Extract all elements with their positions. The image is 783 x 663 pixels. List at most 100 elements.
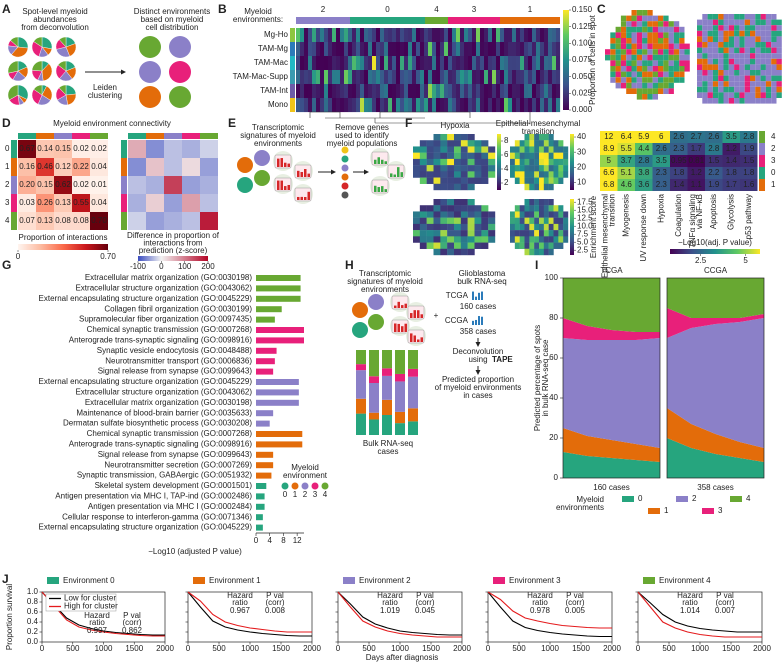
heat-cell <box>617 155 635 167</box>
cell-value: 0.07 <box>19 216 35 225</box>
heat-cell <box>740 179 758 191</box>
spot-texture <box>679 60 685 66</box>
bar <box>256 275 301 281</box>
heat-cell <box>182 140 200 158</box>
spot-texture <box>658 32 664 38</box>
heat-texture <box>316 98 321 113</box>
spot-texture <box>447 217 455 225</box>
spot-texture <box>760 19 766 26</box>
spot-texture <box>723 75 729 82</box>
spot-texture <box>636 94 643 100</box>
heat-texture <box>336 42 341 57</box>
term-label: Neurotransmitter secretion (GO:0007269) <box>104 460 252 469</box>
spot-texture <box>548 230 554 237</box>
heat-cell <box>705 155 723 167</box>
spot-texture <box>447 230 455 237</box>
bulk-bar <box>369 412 379 420</box>
heat-cell <box>90 176 108 194</box>
bar <box>256 431 303 437</box>
bar <box>256 493 265 500</box>
heat-cell <box>200 212 218 230</box>
heat-cell <box>72 176 90 194</box>
label: Hazard <box>84 611 110 620</box>
row-strip <box>121 212 127 230</box>
heat-texture <box>308 56 313 71</box>
heat-texture <box>496 56 501 71</box>
label: Glioblastoma <box>459 269 506 278</box>
spot-texture <box>652 26 658 33</box>
spot-texture <box>543 171 549 178</box>
tick-label: 30 <box>577 147 586 156</box>
heat-texture <box>416 42 421 57</box>
spot-texture <box>771 36 777 42</box>
heat-texture <box>556 28 561 43</box>
heat-cell <box>54 212 72 230</box>
spot-texture <box>776 36 782 42</box>
spot-texture <box>543 146 549 153</box>
spot-texture <box>765 58 772 65</box>
spot-texture <box>529 242 535 249</box>
row-label: 3 <box>771 156 776 165</box>
label: Hazard <box>677 591 703 600</box>
column-label: p53 pathway <box>744 194 753 239</box>
spot-texture <box>615 32 621 38</box>
label: prediction (z-score) <box>139 246 208 255</box>
pie-slice <box>58 84 67 96</box>
label: environments: <box>233 15 283 24</box>
spot-texture <box>413 158 421 166</box>
spot-texture <box>519 230 525 237</box>
tick-label: 0.100 <box>572 38 593 47</box>
term-label: Synaptic transmission, GABAergic (GO:005… <box>77 471 253 480</box>
spot-texture <box>488 152 496 160</box>
heat-texture <box>484 98 489 113</box>
spot-texture <box>534 217 540 225</box>
tick-label: 2 <box>504 178 509 187</box>
spot-texture <box>755 64 761 70</box>
col-strip <box>72 133 90 139</box>
axis-label: −Log10 (adjusted P value) <box>148 547 242 556</box>
spot-texture <box>558 165 564 172</box>
heat-texture <box>508 28 513 43</box>
heat-texture <box>556 56 561 71</box>
heat-cell <box>635 143 653 155</box>
spot-texture <box>765 42 772 48</box>
heat-cell <box>687 155 705 167</box>
cell-value: 1.7 <box>691 144 703 153</box>
heat-texture <box>320 84 325 99</box>
spot-texture <box>636 71 643 78</box>
spot-texture <box>543 199 549 206</box>
heat-texture <box>448 56 453 71</box>
heat-cell <box>652 167 670 179</box>
spot-texture <box>454 183 462 191</box>
spot-texture <box>647 10 653 16</box>
heat-cell <box>600 143 618 155</box>
heat-cell <box>600 179 618 191</box>
spot-texture <box>563 223 569 231</box>
column-label: Glycolysis <box>726 194 735 230</box>
spot-texture <box>760 53 766 59</box>
heat-texture <box>452 98 457 113</box>
spot-texture <box>739 42 745 48</box>
p-value: 0.005 <box>565 606 586 615</box>
heat-texture <box>428 42 433 57</box>
environment-circle <box>254 150 270 166</box>
heat-texture <box>312 98 317 113</box>
spot-texture <box>718 14 724 20</box>
heat-texture <box>356 98 361 113</box>
heat-texture <box>472 42 477 57</box>
spot-texture <box>426 211 434 218</box>
spot-texture <box>558 205 564 212</box>
bar <box>256 316 275 323</box>
spot-texture <box>620 43 627 50</box>
heat-texture <box>308 70 313 85</box>
spot-texture <box>426 140 434 147</box>
heat-texture <box>524 98 529 113</box>
col-strip <box>18 133 36 139</box>
heat-texture <box>452 84 457 99</box>
spot-texture <box>697 92 703 98</box>
spot-texture <box>765 64 772 70</box>
icon-bar <box>284 186 287 190</box>
plot-title: TCGA <box>600 266 623 275</box>
spot-texture <box>734 47 740 54</box>
spot-texture <box>776 42 782 48</box>
